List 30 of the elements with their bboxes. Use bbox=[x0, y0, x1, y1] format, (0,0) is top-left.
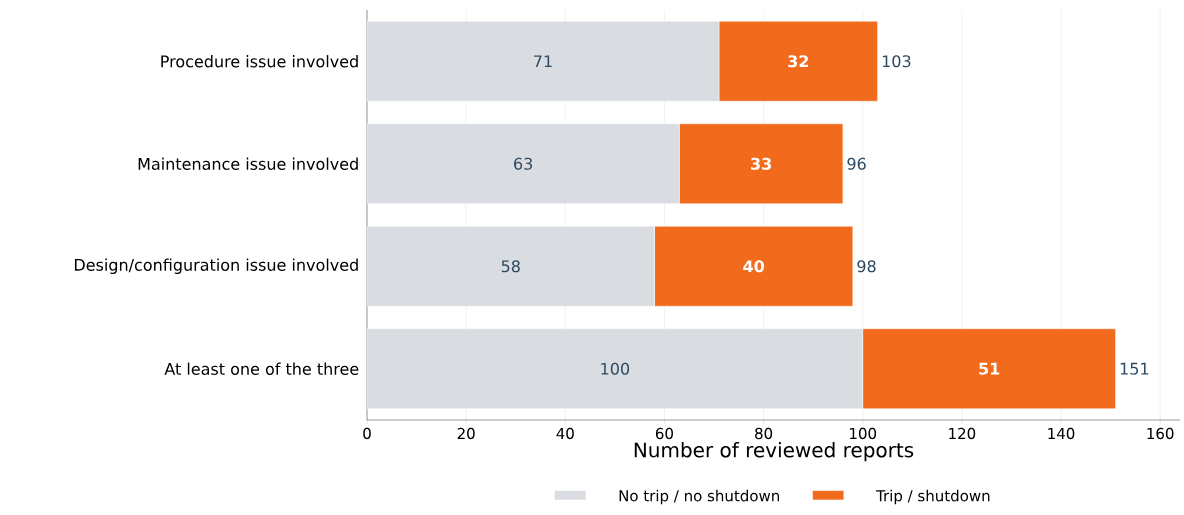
legend-label: No trip / no shutdown bbox=[619, 489, 780, 505]
x-tick-label: 160 bbox=[1147, 427, 1174, 440]
x-tick-label: 20 bbox=[457, 427, 475, 440]
x-tick-label: 100 bbox=[850, 427, 877, 440]
x-axis-title: Number of reviewed reports bbox=[634, 442, 914, 462]
data-label: 100 bbox=[601, 362, 630, 375]
data-label: 58 bbox=[501, 260, 520, 273]
data-label: 33 bbox=[751, 157, 771, 170]
bar bbox=[679, 123, 844, 204]
x-tick-label: 120 bbox=[949, 427, 976, 440]
x-tick-label: 80 bbox=[755, 427, 773, 440]
total-label: 98 bbox=[857, 260, 876, 273]
data-label: 63 bbox=[514, 157, 533, 170]
y-tick-label: Design/configuration issue involved bbox=[74, 258, 358, 274]
data-label: 51 bbox=[979, 362, 1000, 375]
data-label: 32 bbox=[788, 55, 809, 68]
total-label: 151 bbox=[1120, 362, 1149, 375]
total-label: 96 bbox=[847, 157, 866, 170]
legend-label: Trip / shutdown bbox=[876, 489, 990, 505]
x-tick-label: 140 bbox=[1048, 427, 1075, 440]
data-label: 71 bbox=[534, 55, 552, 68]
y-tick-label: At least one of the three bbox=[164, 362, 359, 375]
y-tick-label: Procedure issue involved bbox=[161, 55, 358, 68]
x-tick-label: 60 bbox=[655, 427, 673, 440]
x-tick-label: 0 bbox=[363, 427, 371, 440]
total-label: 103 bbox=[882, 55, 911, 68]
x-tick-label: 40 bbox=[556, 427, 574, 440]
y-tick-label: Maintenance issue involved bbox=[138, 157, 358, 170]
bar bbox=[654, 226, 854, 307]
data-label: 40 bbox=[743, 260, 765, 273]
